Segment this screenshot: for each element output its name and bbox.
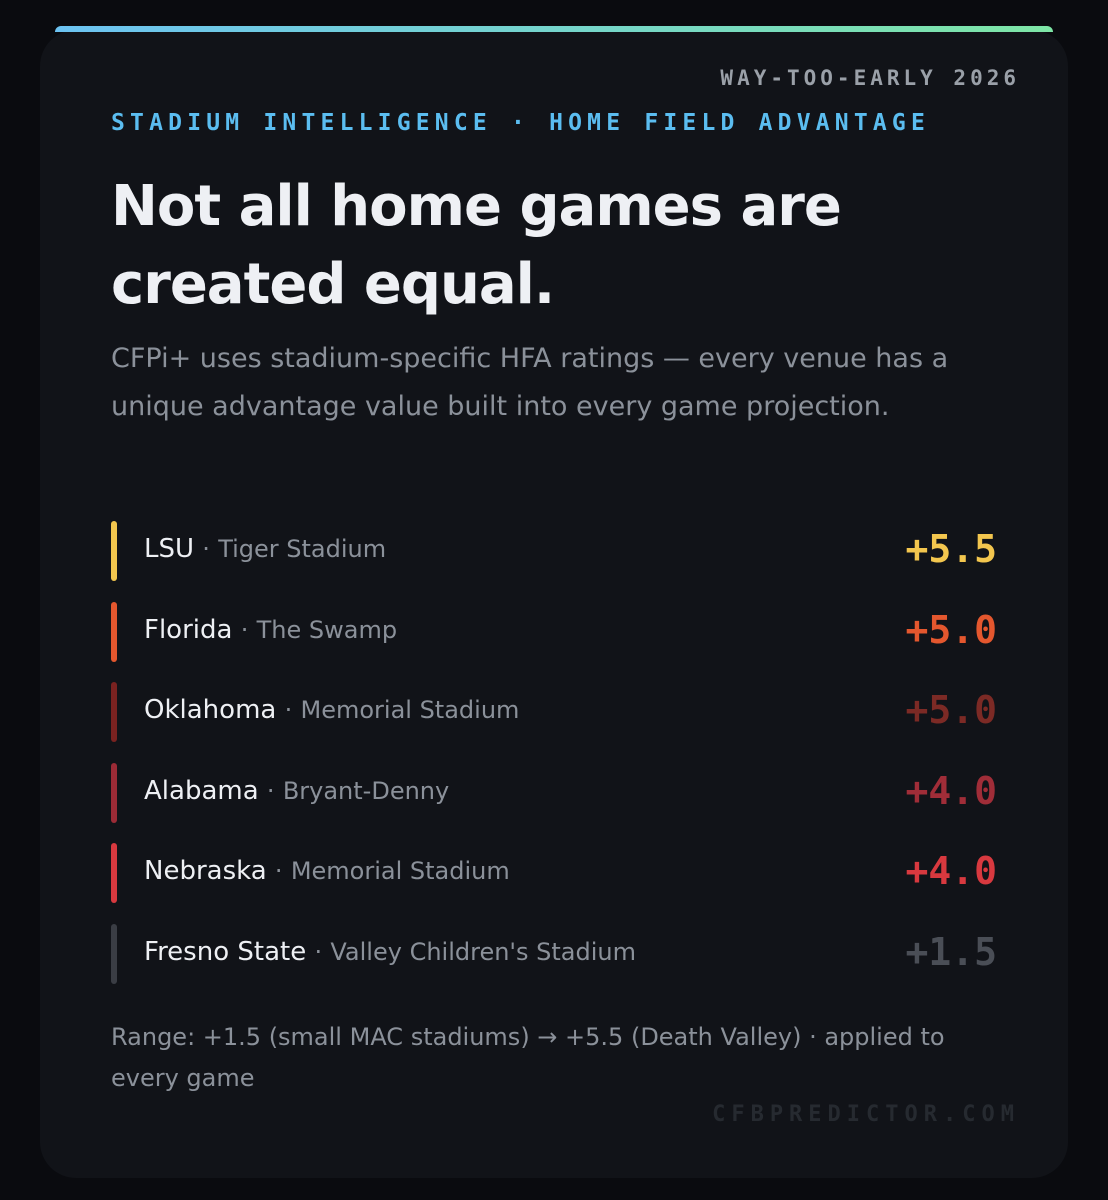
card (40, 30, 1068, 1178)
hfa-value: +5.5 (905, 527, 997, 571)
hfa-row: Florida · The Swamp +5.0 (111, 601, 997, 662)
venue-name: The Swamp (256, 615, 398, 644)
row-label: Alabama · Bryant-Denny (144, 776, 449, 806)
row-bar (111, 521, 117, 581)
row-label: Nebraska · Memorial Stadium (144, 856, 510, 886)
hfa-value: +1.5 (905, 930, 997, 974)
hfa-row: Alabama · Bryant-Denny +4.0 (111, 762, 997, 823)
title-line: Not all home games are (111, 174, 842, 239)
eyebrow: WAY-TOO-EARLY 2026 (720, 66, 1020, 90)
hfa-value: +4.0 (905, 768, 997, 813)
hfa-value: +5.0 (905, 688, 997, 733)
row-label: Fresno State · Valley Children's Stadium (144, 937, 636, 967)
separator: · (266, 776, 275, 805)
kicker: STADIUM INTELLIGENCE · HOME FIELD ADVANT… (111, 110, 931, 136)
team-name: LSU (144, 534, 195, 564)
separator: · (274, 857, 283, 886)
team-name: Alabama (144, 775, 259, 806)
hfa-row: Oklahoma · Memorial Stadium +5.0 (111, 682, 997, 743)
venue-name: Tiger Stadium (218, 535, 387, 563)
footer-note: Range: +1.5 (small MAC stadiums) → +5.5 … (111, 1023, 945, 1092)
title-line: created equal. (111, 252, 555, 317)
venue-name: Valley Children's Stadium (330, 938, 636, 966)
row-label: Florida · The Swamp (144, 615, 397, 645)
row-bar (111, 924, 117, 984)
hfa-row: Fresno State · Valley Children's Stadium… (111, 924, 997, 984)
hfa-value: +4.0 (905, 849, 997, 894)
venue-name: Bryant-Denny (282, 776, 450, 805)
row-label: Oklahoma · Memorial Stadium (144, 695, 519, 725)
brand: CFBPREDICTOR.COM (712, 1102, 1020, 1127)
team-name: Fresno State (144, 937, 307, 967)
team-name: Oklahoma (144, 695, 277, 726)
team-name: Nebraska (144, 856, 267, 887)
row-bar (111, 682, 117, 743)
row-bar (111, 762, 117, 823)
hfa-value: +5.0 (905, 607, 997, 652)
description: CFPi+ uses stadium-specific HFA ratings … (111, 343, 949, 422)
venue-name: Memorial Stadium (290, 857, 510, 886)
row-label: LSU · Tiger Stadium (144, 534, 386, 564)
accent-line (55, 26, 1053, 32)
row-bar (111, 843, 117, 904)
row-bar (111, 601, 117, 662)
title: Not all home games are created equal. (111, 168, 842, 324)
separator: · (240, 615, 249, 644)
separator: · (284, 696, 293, 725)
separator: · (314, 938, 323, 966)
separator: · (202, 535, 210, 563)
venue-name: Memorial Stadium (300, 696, 520, 725)
team-name: Florida (144, 614, 233, 645)
hfa-row: Nebraska · Memorial Stadium +4.0 (111, 843, 997, 904)
hfa-row: LSU · Tiger Stadium +5.5 (111, 521, 997, 581)
